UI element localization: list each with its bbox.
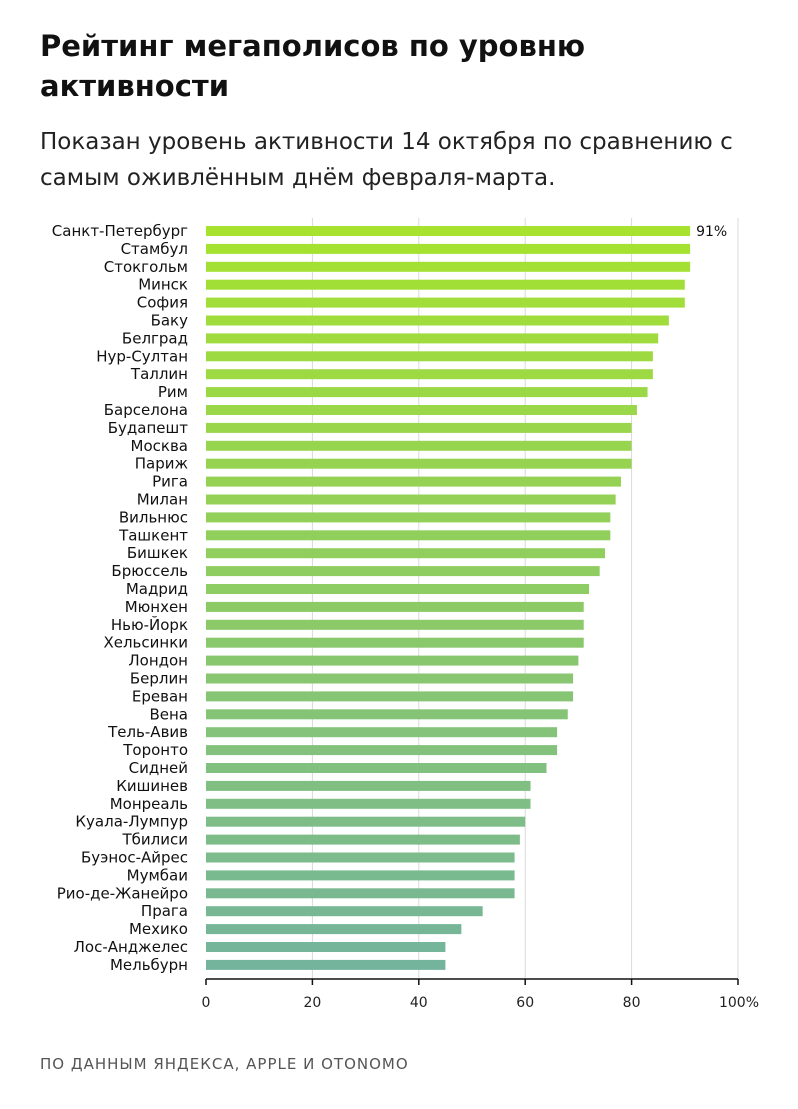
category-label: Тель-Авив	[107, 723, 188, 741]
bar	[206, 780, 531, 791]
category-label: Вена	[149, 705, 188, 723]
bar	[206, 959, 446, 970]
category-label: Рига	[152, 473, 188, 491]
category-label: Баку	[151, 312, 189, 330]
category-label: Кишинев	[116, 777, 188, 795]
bar	[206, 655, 579, 666]
x-tick-label: 80	[623, 995, 641, 1011]
category-label: Брюссель	[111, 562, 188, 580]
category-label: Монреаль	[110, 795, 188, 813]
category-label: София	[137, 294, 188, 312]
category-label: Нью-Йорк	[111, 615, 188, 634]
category-label: Стамбул	[121, 240, 188, 258]
category-label: Санкт-Петербург	[52, 222, 188, 240]
bar	[206, 601, 584, 612]
x-tick-label: 60	[516, 995, 534, 1011]
category-label: Берлин	[130, 670, 188, 688]
bar	[206, 369, 653, 380]
category-label: Будапешт	[108, 419, 188, 437]
bar	[206, 637, 584, 648]
bar	[206, 351, 653, 362]
x-tick-label: 100%	[719, 995, 759, 1011]
category-label: Лос-Анджелес	[74, 938, 188, 956]
bar	[206, 226, 691, 236]
data-label: 91%	[696, 224, 727, 240]
bar	[206, 727, 558, 738]
category-label: Сидней	[129, 759, 188, 777]
bar	[206, 422, 632, 433]
bar	[206, 870, 515, 881]
bar	[206, 673, 574, 684]
bar	[206, 548, 605, 559]
x-tick-label: 0	[202, 995, 211, 1011]
category-label: Куала-Лумпур	[75, 813, 188, 831]
bar	[206, 619, 584, 630]
category-label: Буэнос-Айрес	[81, 849, 188, 867]
category-label: Мельбурн	[110, 956, 188, 974]
category-label: Прага	[141, 902, 188, 920]
bar	[206, 387, 648, 398]
category-label: Мехико	[129, 920, 188, 938]
bar	[206, 566, 600, 577]
bar	[206, 584, 590, 594]
bar	[206, 333, 659, 344]
category-label: Таллин	[130, 365, 188, 383]
bar	[206, 924, 462, 935]
category-label: Минск	[138, 276, 188, 294]
bar	[206, 888, 515, 899]
category-label: Лондон	[128, 652, 188, 670]
bar	[206, 494, 616, 505]
bar	[206, 279, 685, 290]
category-label: Рио-де-Жанейро	[57, 884, 188, 902]
category-label: Мюнхен	[125, 598, 188, 616]
chart-subtitle: Показан уровень активности 14 октября по…	[40, 129, 733, 191]
chart-title: Рейтинг мегаполисов по уровню активности	[40, 29, 586, 103]
bar	[206, 261, 691, 272]
bar	[206, 763, 547, 773]
bar	[206, 405, 637, 415]
category-label: Москва	[131, 437, 188, 455]
category-label: Стокгольм	[104, 258, 188, 276]
category-label: Торонто	[122, 741, 188, 759]
category-label: Рим	[158, 383, 188, 401]
category-label: Бишкек	[127, 544, 188, 562]
source-note: ПО ДАННЫМ ЯНДЕКСА, APPLE И OTONOMO	[40, 1055, 409, 1073]
category-label: Хельсинки	[103, 634, 188, 652]
bar	[206, 530, 611, 541]
category-label: Тбилиси	[122, 831, 189, 849]
category-label: Ереван	[132, 687, 188, 705]
x-tick-label: 20	[303, 995, 321, 1011]
bar	[206, 745, 558, 756]
bar	[206, 243, 691, 254]
category-label: Мадрид	[126, 580, 188, 598]
category-label: Милан	[137, 491, 188, 509]
bar-chart: Санкт-ПетербургСтамбулСтокгольмМинскСофи…	[52, 218, 759, 1011]
category-label: Ташкент	[118, 526, 188, 544]
bar	[206, 691, 574, 702]
category-label: Мумбаи	[127, 866, 188, 884]
bar	[206, 798, 531, 809]
bar	[206, 297, 685, 308]
category-label: Нур-Султан	[96, 347, 188, 365]
category-label: Париж	[135, 455, 188, 473]
bar	[206, 315, 669, 326]
category-label: Белград	[122, 329, 188, 347]
x-tick-label: 40	[410, 995, 428, 1011]
bar	[206, 906, 483, 917]
bar	[206, 942, 446, 952]
bar	[206, 512, 611, 523]
category-label: Барселона	[104, 401, 188, 419]
bar	[206, 816, 526, 827]
category-label: Вильнюс	[119, 508, 188, 526]
bar	[206, 440, 632, 451]
bar	[206, 458, 632, 469]
bar	[206, 476, 621, 487]
bar	[206, 834, 520, 845]
bar	[206, 709, 568, 720]
bar	[206, 852, 515, 863]
